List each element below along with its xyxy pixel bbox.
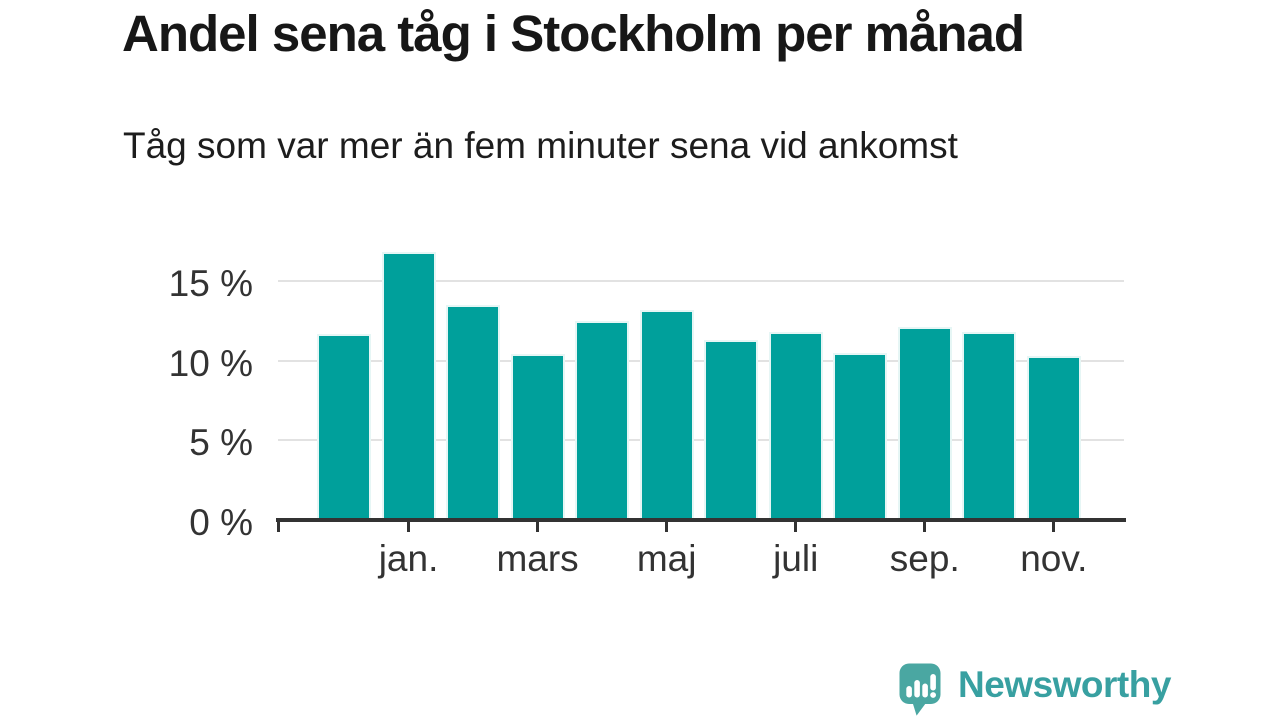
bar-dec — [317, 333, 371, 520]
bar-juni — [704, 339, 759, 520]
x-axis-label-jan: jan. — [378, 538, 439, 579]
chart-subtitle: Tåg som var mer än fem minuter sena vid … — [123, 125, 958, 166]
bar-jan — [381, 252, 436, 520]
x-axis-label-maj: maj — [636, 538, 697, 579]
x-axis-line — [276, 518, 1126, 522]
newsworthy-speech-bubble-chart-icon — [899, 663, 941, 716]
x-axis-tick-sep — [923, 521, 927, 532]
y-axis-label-10-percent: 10 % — [168, 342, 253, 384]
gridline-15-percent — [278, 280, 1124, 283]
x-axis-tick-nov — [1052, 521, 1056, 532]
gridline-5-percent — [278, 439, 1124, 442]
y-axis-label-5-percent: 5 % — [189, 422, 253, 464]
x-axis-tick-maj — [665, 521, 669, 532]
x-axis-label-mars: mars — [496, 538, 579, 579]
bar-apr — [575, 320, 630, 520]
x-axis-tick-mars — [536, 521, 540, 532]
x-axis-label-nov: nov. — [1020, 538, 1088, 579]
newsworthy-logo: Newsworthy — [899, 663, 1171, 717]
bar-okt — [962, 332, 1017, 520]
y-axis-label-15-percent: 15 % — [168, 263, 253, 305]
gridline-10-percent — [278, 359, 1124, 362]
y-axis-label-0-percent: 0 % — [189, 502, 253, 543]
x-axis-tick-juli — [794, 521, 798, 532]
bar-mars — [510, 354, 565, 520]
bar-sep — [897, 327, 952, 520]
bar-maj — [639, 309, 694, 520]
x-axis-tick-jan — [407, 521, 411, 532]
bar-juli — [768, 332, 823, 520]
bar-feb — [446, 304, 501, 520]
bar-aug — [833, 352, 888, 520]
x-axis-origin-tick — [277, 521, 280, 532]
newsworthy-logo-text: Newsworthy — [958, 664, 1171, 705]
x-axis-label-sep: sep. — [889, 538, 960, 579]
chart-title: Andel sena tåg i Stockholm per månad — [122, 5, 1025, 62]
bar-nov — [1026, 355, 1081, 520]
x-axis-label-juli: juli — [773, 538, 819, 579]
